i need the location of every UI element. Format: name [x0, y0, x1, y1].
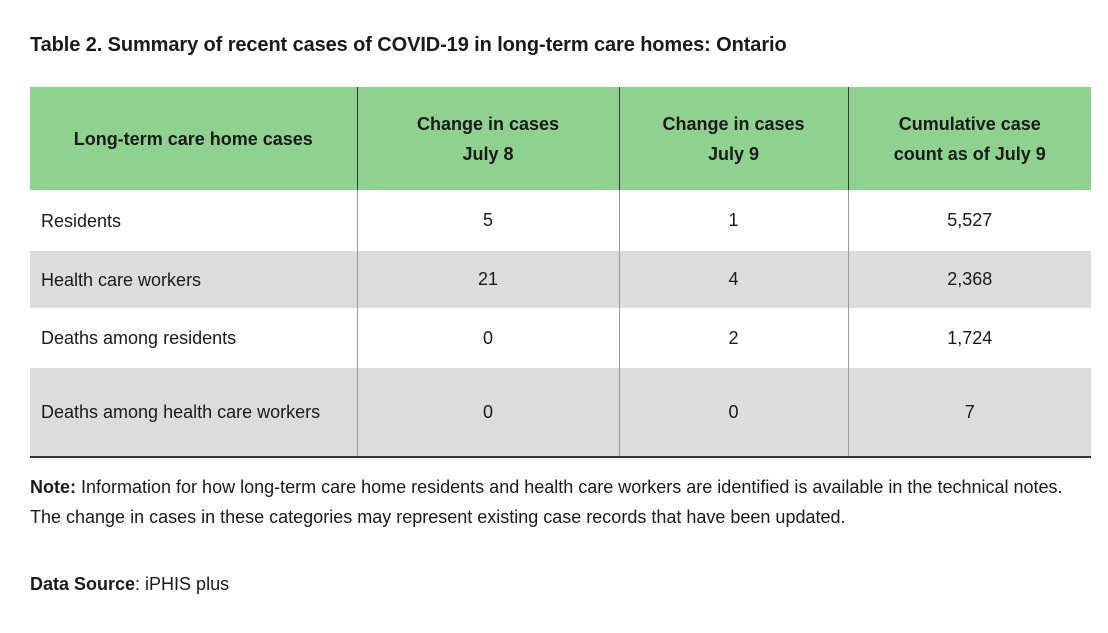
table-row: Residents 5 1 5,527: [30, 190, 1091, 251]
header-change-july9: Change in cases July 9: [619, 87, 849, 190]
header-line: Cumulative case: [898, 113, 1041, 134]
cell-change-july9: 0: [619, 368, 849, 458]
cell-change-july8: 21: [357, 251, 620, 308]
row-label: Deaths among health care workers: [30, 368, 358, 458]
data-source: Data Source: iPHIS plus: [30, 570, 229, 598]
table-header-row: Long-term care home cases Change in case…: [30, 87, 1091, 190]
cell-change-july9: 1: [619, 190, 849, 251]
table-note: Note: Information for how long-term care…: [30, 472, 1080, 532]
header-line: Change in cases: [662, 113, 805, 134]
header-ltc-home-cases: Long-term care home cases: [30, 87, 358, 190]
table-title: Table 2. Summary of recent cases of COVI…: [30, 34, 787, 56]
cell-change-july9: 2: [619, 308, 849, 368]
cell-change-july8: 0: [357, 368, 620, 458]
note-text: Information for how long-term care home …: [30, 477, 1063, 527]
header-change-july8: Change in cases July 8: [357, 87, 620, 190]
cell-change-july8: 0: [357, 308, 620, 368]
header-line: count as of July 9: [893, 143, 1046, 164]
table-row: Deaths among residents 0 2 1,724: [30, 308, 1091, 368]
cell-change-july9: 4: [619, 251, 849, 308]
header-line: Long-term care home cases: [73, 128, 313, 149]
cell-cumulative: 7: [848, 368, 1091, 458]
source-text: : iPHIS plus: [135, 574, 230, 594]
cell-cumulative: 5,527: [947, 210, 993, 230]
header-cumulative: Cumulative case count as of July 9: [848, 87, 1091, 190]
header-line: Change in cases: [416, 113, 560, 134]
header-line: July 9: [707, 143, 760, 164]
header-line: July 8: [462, 143, 514, 164]
source-label: Data Source: [30, 574, 136, 594]
cell-change-july8: 5: [357, 190, 620, 251]
row-label: Residents: [30, 190, 358, 251]
ltc-cases-table: Long-term care home cases Change in case…: [30, 87, 1091, 458]
row-label: Deaths among residents: [30, 308, 358, 368]
note-label: Note:: [30, 477, 76, 497]
cell-cumulative: 2,368: [947, 269, 993, 289]
table-row: Deaths among health care workers 0 0 7: [30, 368, 1091, 458]
row-label: Health care workers: [30, 251, 358, 308]
table-row: Health care workers 21 4 2,368: [30, 251, 1091, 308]
cell-cumulative: 1,724: [947, 327, 993, 348]
